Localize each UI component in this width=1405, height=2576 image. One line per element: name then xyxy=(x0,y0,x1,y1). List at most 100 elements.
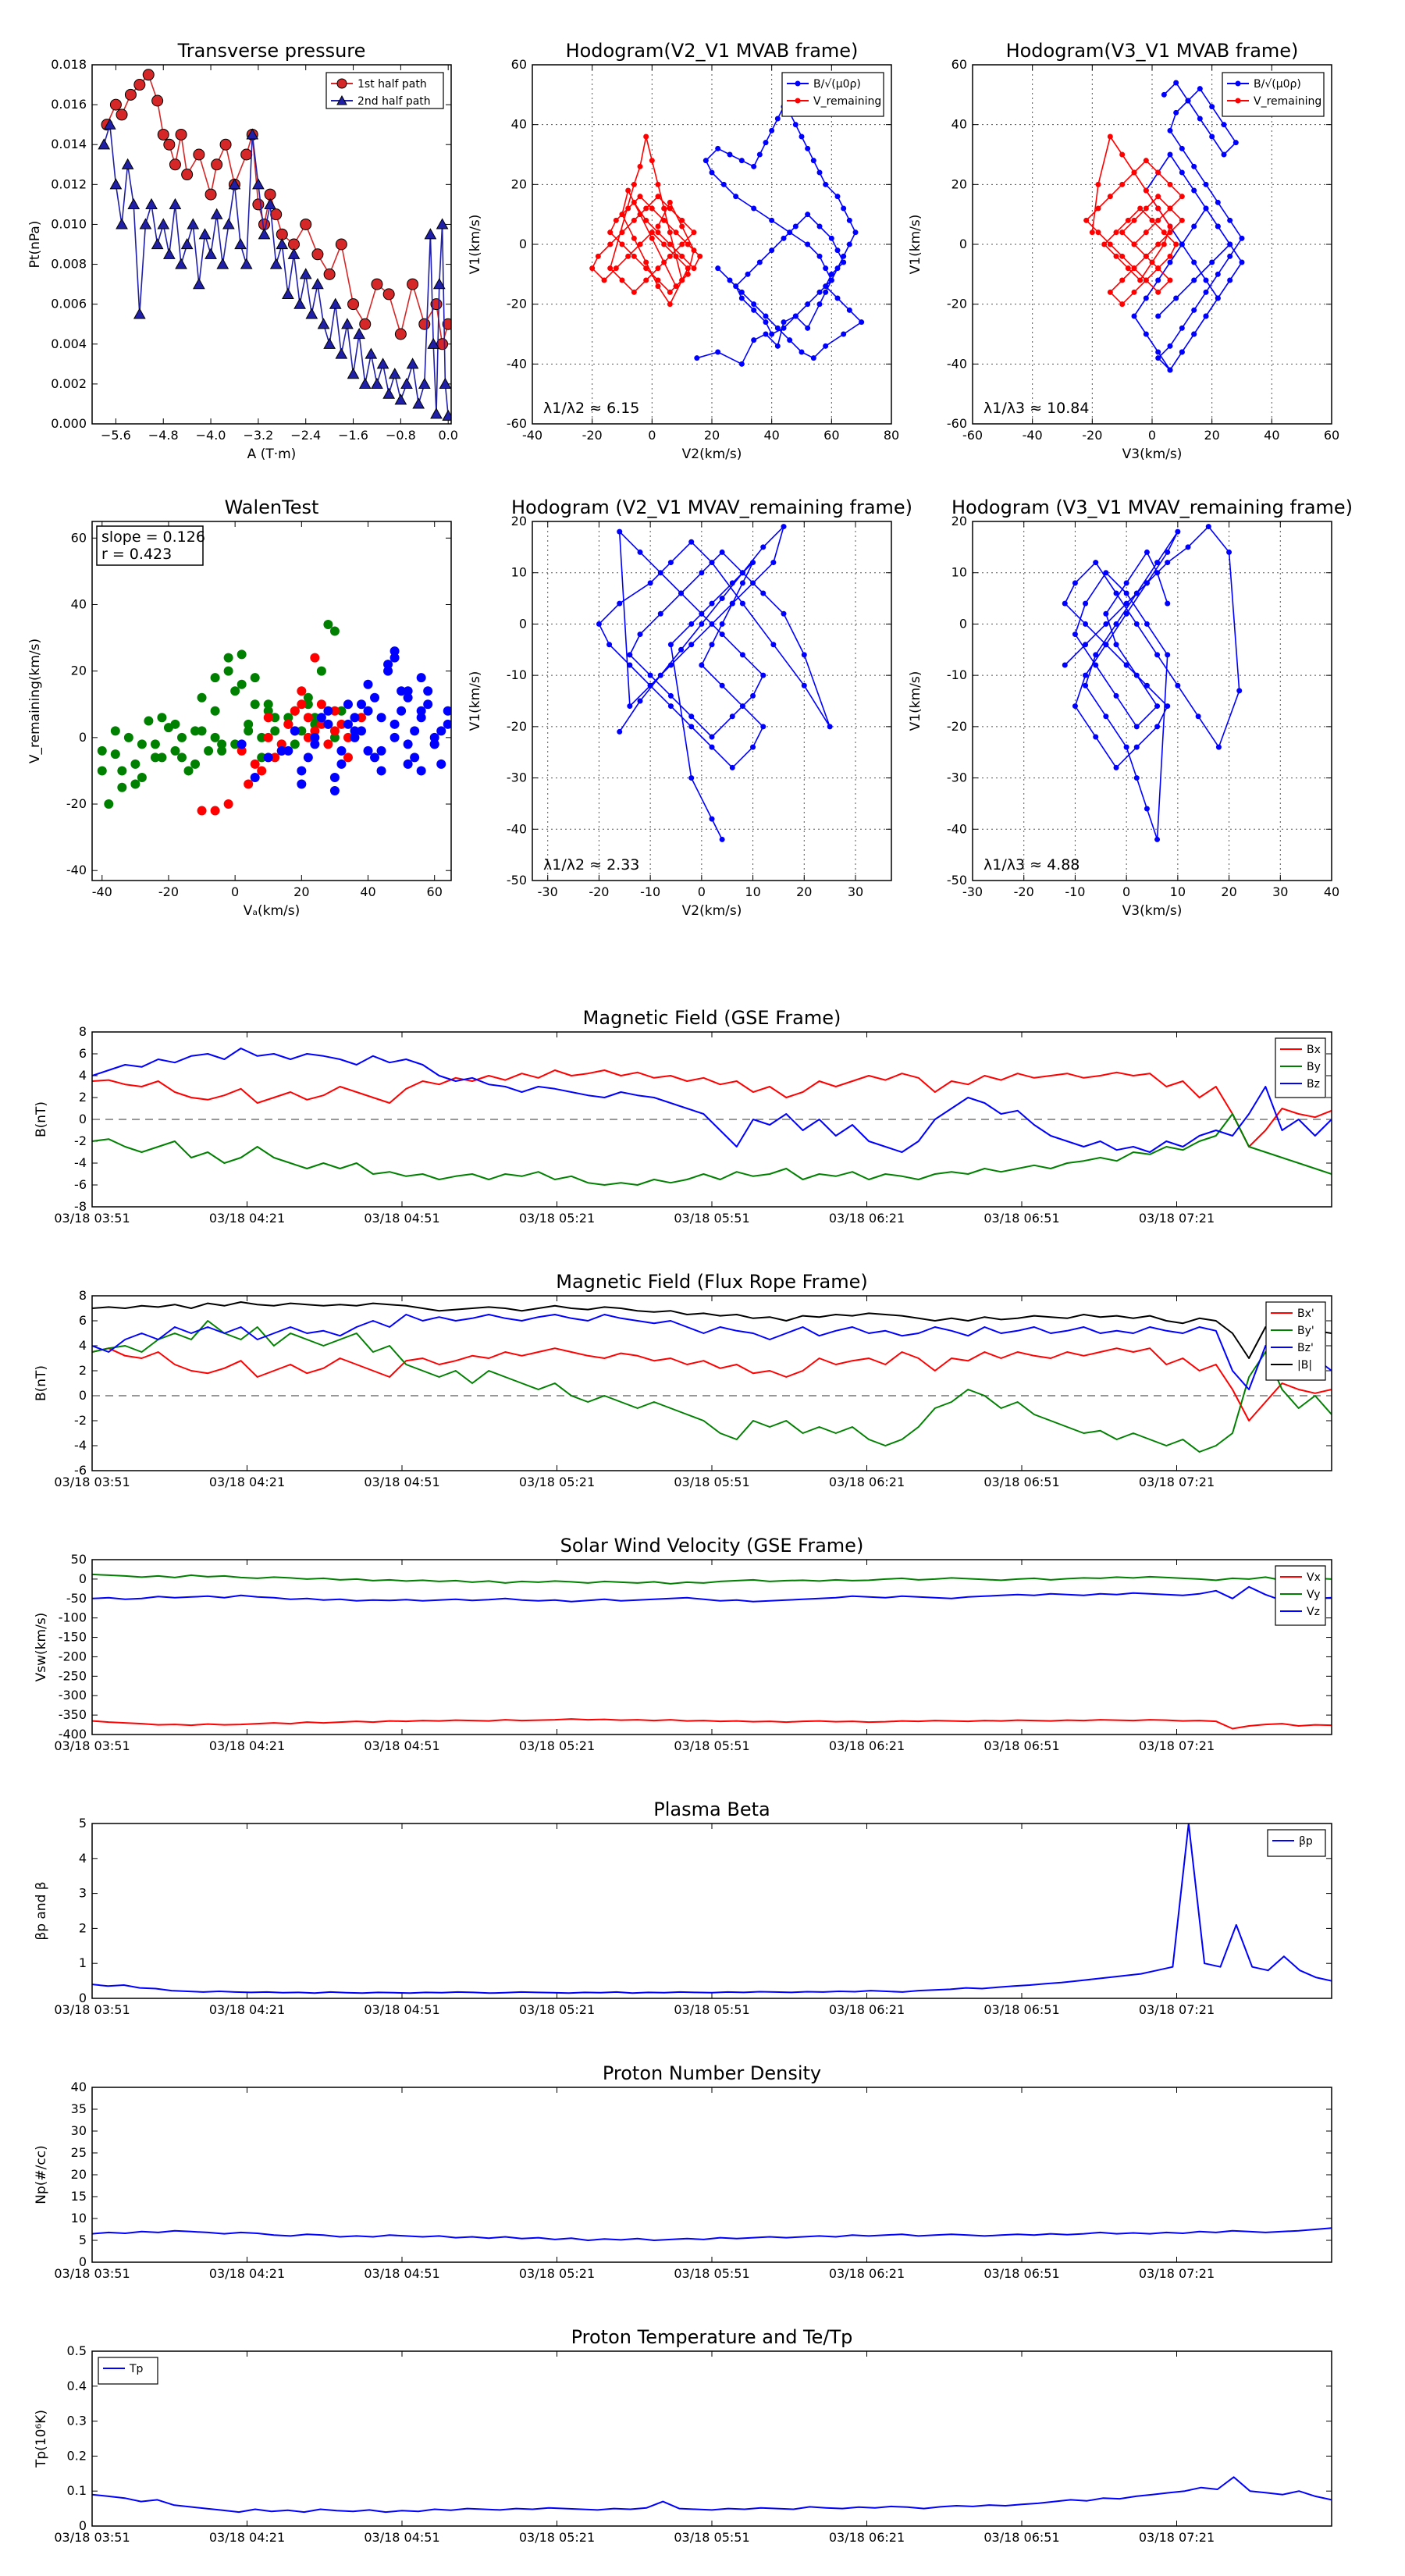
x-tick-label: 03/18 06:21 xyxy=(829,1738,905,1753)
data-point xyxy=(619,241,625,247)
data-point xyxy=(1154,703,1161,710)
legend-label: V_remaining xyxy=(813,95,881,108)
data-point xyxy=(763,319,769,326)
data-point xyxy=(760,590,767,596)
data-point xyxy=(246,128,259,140)
data-point xyxy=(1143,331,1149,337)
data-point xyxy=(679,277,685,283)
x-tick-label: 20 xyxy=(293,884,309,899)
legend: B/√(μ0ρ) V_remaining xyxy=(1222,72,1325,117)
data-point xyxy=(673,253,679,259)
data-point xyxy=(805,301,811,308)
data-point xyxy=(310,726,320,736)
data-point xyxy=(297,726,307,736)
data-point xyxy=(667,560,674,566)
data-point xyxy=(257,766,267,776)
data-point xyxy=(846,241,852,247)
data-point xyxy=(310,719,320,729)
data-point xyxy=(237,679,247,689)
series-vy xyxy=(92,1573,1332,1585)
data-point xyxy=(751,301,757,308)
y-tick-label: -20 xyxy=(66,796,87,811)
data-point xyxy=(805,145,811,151)
data-point xyxy=(823,265,829,272)
data-point xyxy=(1173,109,1179,116)
data-point xyxy=(816,253,823,259)
data-point xyxy=(739,570,745,576)
series-line xyxy=(92,1573,1332,1585)
data-point xyxy=(329,786,340,795)
data-point xyxy=(1103,713,1109,720)
data-point xyxy=(763,331,769,337)
series-bz- xyxy=(92,1314,1332,1390)
data-point xyxy=(250,673,260,683)
data-point xyxy=(738,158,745,164)
y-tick-label: -10 xyxy=(507,667,527,682)
x-tick-label: 20 xyxy=(1221,884,1236,899)
data-point xyxy=(1154,724,1161,730)
data-point xyxy=(144,716,154,726)
data-point xyxy=(1083,642,1089,648)
legend-label: Bz' xyxy=(1297,1342,1314,1354)
y-tick-label: 0.1 xyxy=(67,2483,87,2498)
y-axis-label: V1(km/s) xyxy=(468,671,483,731)
data-point xyxy=(841,253,847,259)
data-point xyxy=(709,621,715,627)
data-point xyxy=(1167,205,1173,212)
data-point xyxy=(211,158,223,171)
data-point xyxy=(1154,836,1161,842)
data-point xyxy=(661,241,667,247)
data-point xyxy=(667,642,674,648)
axes-frame xyxy=(532,64,892,425)
data-point xyxy=(382,387,396,399)
data-point xyxy=(685,271,691,277)
plot-area xyxy=(1083,80,1245,373)
axes-frame xyxy=(91,1823,1332,1999)
y-tick-label: -50 xyxy=(507,873,527,888)
x-tick-label: -30 xyxy=(538,884,558,899)
data-point xyxy=(1089,229,1095,236)
data-point xyxy=(297,699,307,710)
x-tick-label: -20 xyxy=(582,428,603,443)
data-point xyxy=(657,570,663,576)
x-tick-label: -40 xyxy=(522,428,542,443)
x-tick-label: −4.0 xyxy=(196,428,226,443)
data-point xyxy=(443,706,451,716)
y-tick-label: 0 xyxy=(79,2254,87,2269)
data-point xyxy=(237,739,247,749)
data-point xyxy=(429,732,439,742)
data-point xyxy=(250,772,260,782)
data-point xyxy=(389,719,400,729)
data-point xyxy=(323,719,333,729)
legend-label: Vy xyxy=(1307,1589,1321,1601)
data-point xyxy=(1131,169,1137,176)
data-point xyxy=(1103,610,1109,617)
data-point xyxy=(769,127,775,133)
data-point xyxy=(688,539,695,545)
data-point xyxy=(750,692,756,699)
data-point xyxy=(688,724,695,730)
y-tick-label: 0 xyxy=(79,1991,87,2005)
x-tick-label: 20 xyxy=(704,428,720,443)
data-point xyxy=(336,759,347,769)
x-tick-label: 03/18 04:51 xyxy=(364,2530,439,2545)
legend-label: Tp xyxy=(129,2363,144,2375)
x-tick-label: 40 xyxy=(1264,428,1279,443)
data-point xyxy=(1103,570,1109,576)
data-point xyxy=(110,726,120,736)
legend-label: βp xyxy=(1299,1835,1313,1848)
y-tick-label: 40 xyxy=(951,117,967,132)
data-point xyxy=(269,258,283,269)
data-point xyxy=(1209,259,1215,265)
data-point xyxy=(613,217,619,223)
data-point xyxy=(801,652,807,658)
data-point xyxy=(719,549,725,555)
data-point xyxy=(1167,151,1173,158)
data-point xyxy=(1062,600,1068,607)
data-point xyxy=(1167,127,1173,133)
data-point xyxy=(770,642,777,648)
y-tick-label: -20 xyxy=(947,719,967,734)
data-point xyxy=(1144,549,1150,555)
data-point xyxy=(389,653,400,663)
data-point xyxy=(1155,205,1161,212)
